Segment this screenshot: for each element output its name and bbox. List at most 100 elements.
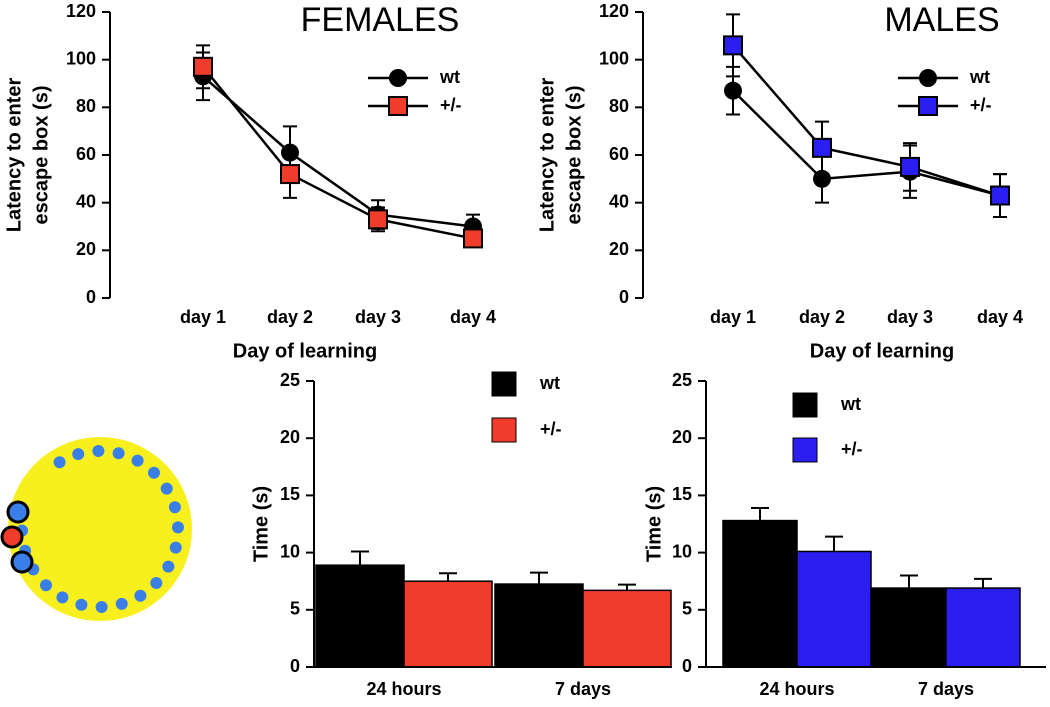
series-line: [732, 44, 1001, 197]
y-axis-label: Latency to enter: [536, 78, 558, 233]
error-bar: [351, 550, 369, 566]
y-tick-label: 0: [290, 656, 300, 676]
y-tick-label: 5: [290, 599, 300, 619]
legend-label: +/-: [970, 95, 992, 115]
y-tick-label: 15: [672, 484, 692, 504]
chart-title: MALES: [884, 1, 999, 39]
y-tick-label: 60: [609, 144, 629, 164]
bar: [403, 580, 493, 668]
series-line: [732, 89, 1001, 197]
x-axis-label: Day of learning: [233, 340, 377, 362]
y-tick-label: 100: [599, 48, 629, 68]
x-tick-label: day 1: [710, 307, 756, 327]
x-tick-label: day 4: [977, 307, 1023, 327]
error-bar: [825, 535, 843, 552]
hole: [162, 560, 175, 573]
hole: [134, 589, 147, 602]
target-hole: [10, 550, 34, 574]
error-bar: [439, 572, 457, 582]
data-point: [463, 228, 483, 249]
y-axis-label: Time (s): [250, 486, 272, 562]
y-tick-label: 60: [76, 144, 96, 164]
x-tick-label: day 3: [355, 307, 401, 327]
bar: [722, 519, 798, 668]
x-tick-label: 24 hours: [759, 679, 834, 699]
legend-swatch: [792, 437, 818, 463]
legend-label: wt: [539, 373, 560, 393]
y-tick-label: 20: [280, 427, 300, 447]
hole: [40, 579, 53, 592]
x-tick-label: day 1: [180, 307, 226, 327]
bar: [871, 587, 947, 668]
data-point: [280, 164, 300, 185]
y-tick-label: 40: [609, 191, 629, 211]
hole: [160, 482, 173, 495]
hole: [171, 521, 184, 534]
y-axis-label: escape box (s): [30, 86, 52, 225]
chart-title: FEMALES: [301, 1, 460, 39]
hole: [53, 456, 66, 469]
error-bar: [974, 577, 992, 589]
bar: [945, 587, 1021, 668]
y-tick-label: 100: [66, 48, 96, 68]
hole: [168, 501, 181, 514]
legend-label: +/-: [540, 419, 562, 439]
legend-label: wt: [439, 67, 460, 87]
y-tick-label: 10: [672, 541, 692, 561]
escape-hole: [0, 525, 24, 549]
bar: [582, 589, 672, 668]
bar: [796, 550, 872, 668]
y-tick-label: 120: [599, 1, 629, 21]
y-tick-label: 25: [672, 370, 692, 390]
hole: [147, 466, 160, 479]
y-tick-label: 120: [66, 1, 96, 21]
data-point: [990, 185, 1010, 206]
legend-label: +/-: [841, 439, 863, 459]
y-tick-label: 20: [609, 239, 629, 259]
legend-label: +/-: [440, 95, 462, 115]
legend-marker: [388, 96, 408, 116]
x-tick-label: day 2: [267, 307, 313, 327]
y-tick-label: 10: [280, 541, 300, 561]
hole: [92, 445, 105, 458]
data-point: [193, 56, 213, 77]
hole: [115, 597, 128, 610]
data-point: [723, 35, 743, 56]
bar: [494, 583, 584, 668]
target-hole: [6, 500, 30, 524]
data-point: [724, 81, 742, 100]
x-tick-label: 7 days: [918, 679, 974, 699]
legend-marker: [389, 69, 407, 87]
data-point: [368, 209, 388, 230]
maze-diagram: [0, 437, 192, 621]
hole: [150, 576, 163, 589]
legend-label: wt: [969, 67, 990, 87]
maze-platform: [8, 437, 192, 621]
legend-marker: [919, 69, 937, 87]
y-tick-label: 20: [76, 239, 96, 259]
data-point: [900, 156, 920, 177]
y-axis-label: escape box (s): [563, 86, 585, 225]
error-bar: [900, 574, 918, 589]
x-tick-label: day 3: [887, 307, 933, 327]
y-axis-label: Latency to enter: [3, 78, 25, 233]
y-tick-label: 0: [86, 287, 96, 307]
y-tick-label: 0: [682, 656, 692, 676]
legend-swatch: [792, 392, 818, 418]
data-point: [812, 137, 832, 158]
series-line: [202, 66, 474, 240]
hole: [75, 598, 88, 611]
hole: [112, 447, 125, 460]
hole: [169, 541, 182, 554]
y-axis-label: Time (s): [643, 486, 665, 562]
legend-swatch: [491, 371, 517, 397]
maze-holes: [16, 445, 184, 613]
legend-swatch: [491, 417, 517, 443]
x-tick-label: day 4: [450, 307, 496, 327]
error-bar: [751, 506, 769, 521]
x-tick-label: 7 days: [555, 679, 611, 699]
series-line: [202, 75, 474, 228]
legend-marker: [918, 96, 938, 116]
bar: [315, 564, 405, 668]
